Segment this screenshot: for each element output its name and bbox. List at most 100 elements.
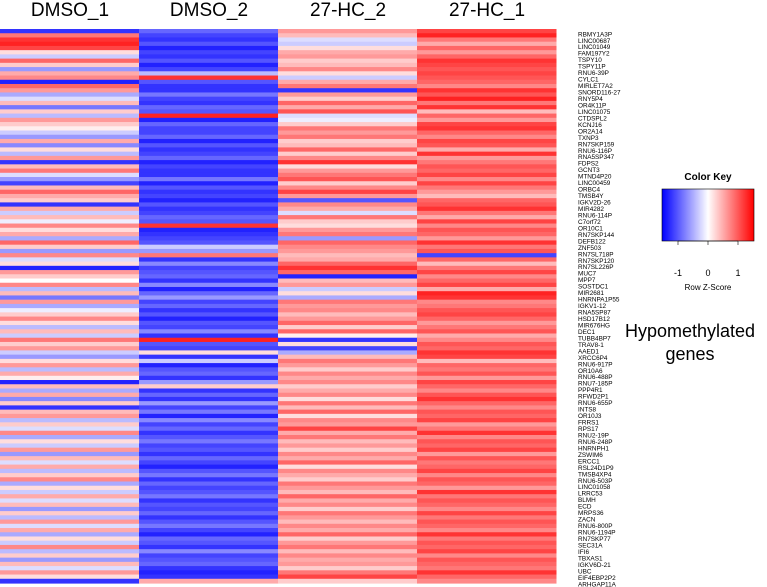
heatmap-cell (139, 37, 279, 43)
heatmap-cell (139, 570, 279, 576)
heatmap-cell (0, 401, 140, 406)
heatmap-cell (278, 248, 418, 254)
heatmap-cell (139, 460, 279, 466)
heatmap-cell (139, 451, 279, 457)
row-label: RNA5SP347 (578, 154, 615, 161)
heatmap-cell (278, 561, 418, 567)
heatmap-cell (139, 79, 279, 85)
heatmap-cell (278, 341, 418, 347)
heatmap-cell (417, 278, 557, 284)
heatmap-cell (139, 219, 279, 225)
heatmap-cell (278, 299, 418, 305)
heatmap-cell (278, 274, 418, 280)
heatmap-cell (417, 341, 557, 347)
color-key-tick-0: 0 (705, 268, 710, 278)
heatmap-cell (417, 468, 557, 474)
row-label: MUC7 (578, 271, 597, 278)
row-label: LINC01075 (578, 109, 611, 116)
heatmap-cell (278, 109, 418, 115)
heatmap-cell (278, 494, 418, 500)
heatmap-cell (417, 384, 557, 390)
heatmap-cell (139, 122, 279, 127)
heatmap-cell (0, 286, 140, 292)
heatmap-cell (278, 375, 418, 381)
heatmap-cell (278, 117, 418, 123)
heatmap-cell (0, 54, 140, 60)
heatmap-cell (0, 71, 140, 77)
heatmap-cell (417, 286, 557, 292)
row-label: RNU6-917P (578, 361, 612, 368)
row-label: LINC01049 (578, 44, 611, 51)
row-label: TRAV8-1 (578, 342, 604, 349)
heatmap-cell (0, 515, 140, 521)
row-label: MIR4282 (578, 206, 604, 213)
heatmap-cell (0, 549, 140, 554)
heatmap-cell (0, 502, 140, 508)
heatmap-cell (417, 185, 557, 191)
heatmap-cell (278, 553, 418, 559)
row-label: FDPS2 (578, 161, 599, 168)
heatmap-cell (139, 380, 279, 385)
heatmap-cell (278, 185, 418, 191)
heatmap-cell (0, 291, 140, 297)
heatmap-cell (139, 231, 279, 237)
heatmap-cell (139, 147, 279, 153)
heatmap-cell (278, 215, 418, 220)
column-label-27hc-1: 27-HC_1 (449, 0, 525, 21)
heatmap-cell (139, 350, 279, 356)
row-label: TBXAS1 (578, 555, 603, 562)
heatmap-cell (139, 244, 279, 250)
heatmap-cell (417, 147, 557, 153)
heatmap-cell (278, 439, 418, 445)
heatmap-cell (0, 325, 140, 330)
row-label: BLMH (578, 497, 596, 504)
heatmap-cell (139, 426, 279, 432)
heatmap-cell (417, 33, 557, 39)
heatmap-cell (278, 231, 418, 237)
heatmap-cell (139, 223, 279, 229)
column-label-dmso-1: DMSO_1 (31, 0, 109, 21)
heatmap-cell (0, 544, 140, 550)
heatmap-cell (139, 536, 279, 542)
heatmap-cell (139, 464, 279, 470)
heatmap-cell (0, 329, 140, 335)
heatmap-cell (0, 210, 140, 216)
heatmap-cell (0, 536, 140, 542)
heatmap-cell (417, 451, 557, 457)
heatmap-cell (278, 325, 418, 330)
heatmap-cell (139, 172, 279, 178)
heatmap-cell (0, 341, 140, 347)
heatmap-cell (139, 308, 279, 313)
heatmap-cell (139, 117, 279, 123)
heatmap-cell (139, 430, 279, 436)
heatmap-cell (278, 134, 418, 140)
heatmap-cell (0, 96, 140, 102)
heatmap-cell (417, 380, 557, 385)
heatmap-cell (417, 303, 557, 309)
row-label: RSL24D1P9 (578, 465, 614, 472)
heatmap-cell (0, 79, 140, 85)
heatmap-cell (0, 261, 140, 267)
row-label: MPP7 (578, 277, 596, 284)
heatmap-cell (139, 413, 279, 419)
color-key-title: Color Key (684, 172, 732, 183)
row-label: RNY5P4 (578, 96, 603, 103)
heatmap-cell (417, 358, 557, 364)
heatmap-cell (417, 473, 557, 478)
heatmap-cell (139, 392, 279, 398)
heatmap-cell (417, 92, 557, 98)
heatmap-cell (417, 41, 557, 47)
heatmap-cell (417, 405, 557, 411)
heatmap-cell (417, 202, 557, 208)
heatmap-cell (0, 126, 140, 132)
heatmap-cell (278, 578, 418, 584)
heatmap-cell (139, 274, 279, 280)
row-label: RBMY1A3P (578, 31, 612, 38)
heatmap-cell (278, 358, 418, 364)
annotation-line-2: genes (665, 344, 715, 364)
heatmap-cell (278, 388, 418, 394)
heatmap-cell (0, 105, 140, 110)
heatmap-cell (417, 79, 557, 85)
heatmap-cell (0, 278, 140, 284)
heatmap-cell (139, 363, 279, 368)
